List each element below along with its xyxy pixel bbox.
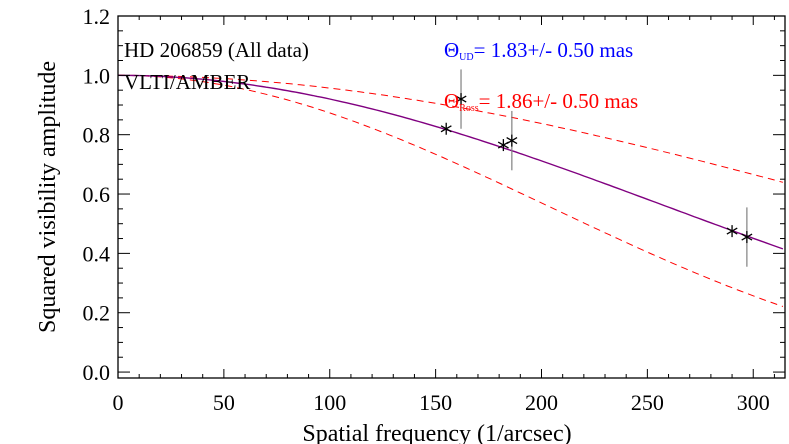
ud-value: = 1.83+/- 0.50 mas	[474, 38, 634, 62]
x-tick-label: 50	[213, 390, 235, 415]
y-axis-label: Squared visibility amplitude	[35, 61, 61, 333]
ud-diameter-label: ΘUD= 1.83+/- 0.50 mas	[444, 38, 633, 63]
bounds-curves	[117, 74, 784, 307]
ross-diameter-label: ΘRoss= 1.86+/- 0.50 mas	[444, 89, 638, 114]
y-tick-label: 1.0	[83, 63, 111, 88]
object-label: HD 206859 (All data)	[124, 38, 309, 62]
ross-value: = 1.86+/- 0.50 mas	[479, 89, 639, 113]
ud-subscript: UD	[459, 52, 473, 63]
x-tick-label: 200	[525, 390, 558, 415]
x-axis-label: Spatial frequency (1/arcsec)	[302, 421, 571, 444]
x-tick-label: 0	[113, 390, 124, 415]
data-points	[440, 93, 753, 244]
upper-bound-curve	[118, 74, 784, 183]
ud-symbol: Θ	[444, 38, 459, 62]
ross-symbol: Θ	[444, 89, 459, 113]
plot-frame	[117, 15, 786, 379]
x-tick-label: 250	[631, 390, 664, 415]
x-tick-label: 150	[419, 390, 452, 415]
data-point	[440, 122, 452, 135]
y-tick-label: 1.2	[83, 4, 111, 29]
y-tick-label: 0.2	[83, 301, 111, 326]
instrument-label: VLTI/AMBER	[124, 70, 250, 94]
ross-subscript: Ross	[459, 103, 479, 114]
y-tick-label: 0.6	[83, 182, 111, 207]
y-ticks: 0.0 0.2 0.4 0.6 0.8 1.0 1.2	[83, 4, 785, 385]
data-point	[455, 93, 467, 106]
x-tick-label: 100	[313, 390, 346, 415]
data-point	[741, 231, 753, 244]
data-point	[726, 225, 738, 238]
data-point	[506, 134, 518, 147]
y-tick-label: 0.8	[83, 123, 111, 148]
y-tick-label: 0.4	[83, 241, 111, 266]
y-tick-label: 0.0	[83, 360, 111, 385]
x-ticks: 0 50 100 150 200 250 300	[113, 16, 775, 415]
x-tick-label: 300	[737, 390, 770, 415]
lower-bound-curve	[117, 74, 784, 307]
